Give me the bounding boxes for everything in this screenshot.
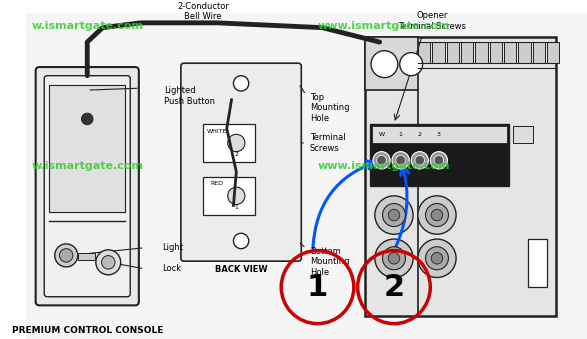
Text: 1: 1 [307, 273, 328, 302]
Circle shape [102, 256, 115, 269]
Circle shape [377, 156, 386, 165]
Circle shape [434, 156, 444, 165]
Text: BACK VIEW: BACK VIEW [215, 265, 268, 274]
Text: WHITE: WHITE [207, 129, 227, 134]
Circle shape [418, 239, 456, 278]
Text: 2: 2 [383, 273, 404, 302]
Bar [77, 253, 95, 260]
Circle shape [411, 152, 429, 169]
Circle shape [392, 152, 409, 169]
Bar [203, 124, 255, 162]
Circle shape [400, 53, 423, 76]
Text: 3: 3 [437, 132, 441, 137]
Bar [203, 177, 255, 215]
Bar [461, 42, 473, 63]
Text: www.ismartgate.com: www.ismartgate.com [318, 161, 450, 171]
Bar [528, 239, 547, 287]
Bar [504, 42, 517, 63]
Circle shape [415, 156, 424, 165]
Text: 2: 2 [418, 132, 422, 137]
Circle shape [228, 134, 245, 152]
FancyBboxPatch shape [44, 76, 130, 297]
Bar [418, 42, 430, 63]
Text: www.ismartgate.com: www.ismartgate.com [318, 21, 450, 31]
Text: 1: 1 [234, 205, 238, 210]
Text: Lighted
Push Button: Lighted Push Button [164, 86, 215, 106]
Text: 2-Conductor
Bell Wire: 2-Conductor Bell Wire [177, 2, 229, 21]
Circle shape [388, 209, 400, 221]
Bar [49, 85, 126, 212]
Circle shape [430, 152, 447, 169]
Text: 1: 1 [399, 132, 403, 137]
Bar [490, 42, 502, 63]
Bar [432, 42, 444, 63]
Bar [547, 42, 559, 63]
Bar [370, 124, 509, 186]
Circle shape [396, 156, 406, 165]
Circle shape [373, 152, 390, 169]
Circle shape [228, 187, 245, 204]
Text: RED: RED [211, 181, 224, 186]
FancyBboxPatch shape [36, 67, 139, 305]
Circle shape [426, 247, 448, 270]
Bar [532, 42, 545, 63]
Text: w.ismartgate.com: w.ismartgate.com [32, 21, 144, 31]
Bar [372, 126, 507, 143]
Circle shape [375, 239, 413, 278]
Text: W: W [379, 132, 384, 137]
Circle shape [234, 76, 249, 91]
Text: 2: 2 [234, 152, 238, 157]
Circle shape [431, 253, 443, 264]
Text: Opener
Terminal Screws: Opener Terminal Screws [398, 11, 466, 31]
Circle shape [234, 233, 249, 249]
Bar [518, 42, 531, 63]
Text: Bottom
Mounting
Hole: Bottom Mounting Hole [310, 247, 349, 277]
Circle shape [431, 209, 443, 221]
Text: Lock: Lock [162, 264, 181, 273]
Circle shape [418, 196, 456, 234]
Text: Terminal
Screws: Terminal Screws [310, 133, 346, 153]
Text: w.ismartgate.com: w.ismartgate.com [32, 161, 144, 171]
Circle shape [96, 250, 121, 275]
Bar [447, 42, 459, 63]
Text: PREMIUM CONTROL CONSOLE: PREMIUM CONTROL CONSOLE [12, 326, 163, 335]
Circle shape [371, 51, 398, 78]
Bar [475, 42, 488, 63]
Circle shape [383, 247, 406, 270]
Circle shape [375, 196, 413, 234]
Text: Top
Mounting
Hole: Top Mounting Hole [310, 93, 349, 123]
Bar [365, 37, 418, 90]
Circle shape [383, 203, 406, 226]
Circle shape [82, 113, 93, 125]
Text: Light: Light [162, 243, 183, 252]
Bar [514, 126, 532, 143]
Circle shape [59, 249, 73, 262]
Circle shape [55, 244, 77, 267]
FancyBboxPatch shape [181, 63, 301, 261]
Circle shape [426, 203, 448, 226]
Circle shape [388, 253, 400, 264]
Bar [365, 37, 556, 316]
